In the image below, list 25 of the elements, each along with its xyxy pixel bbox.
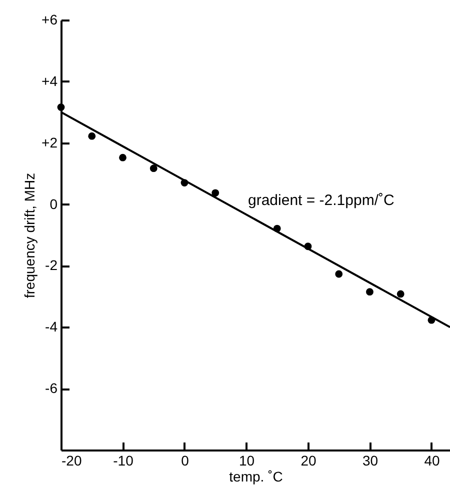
point <box>88 132 96 140</box>
point <box>335 270 343 278</box>
x-tick-label: 10 <box>238 452 255 468</box>
x-tick-label: -10 <box>113 452 134 468</box>
point <box>212 189 220 197</box>
point <box>366 288 374 296</box>
point <box>57 104 65 111</box>
x-tick-label: -20 <box>62 452 82 468</box>
y-tick-label: -2 <box>45 257 58 274</box>
x-tick-label: 0 <box>181 452 190 468</box>
point <box>396 290 404 298</box>
y-tick-label: +2 <box>42 134 58 150</box>
y-tick-label: -6 <box>45 380 58 396</box>
x-tick-label: 20 <box>300 452 316 468</box>
annotation: gradient = -2.1ppm/˚C <box>248 192 394 209</box>
point <box>150 164 158 172</box>
x-axis-title: temp. ˚C <box>229 468 283 484</box>
y-tick-label: -4 <box>45 318 58 335</box>
y-tick-label: +4 <box>42 72 58 89</box>
y-tick-label: 0 <box>50 196 58 212</box>
y-tick-label: +6 <box>42 12 58 28</box>
x-tick-label: 30 <box>362 452 378 468</box>
x-tick-label: 40 <box>424 452 440 468</box>
y-axis-title: frequency drift, MHz <box>22 172 38 298</box>
point <box>119 154 126 162</box>
